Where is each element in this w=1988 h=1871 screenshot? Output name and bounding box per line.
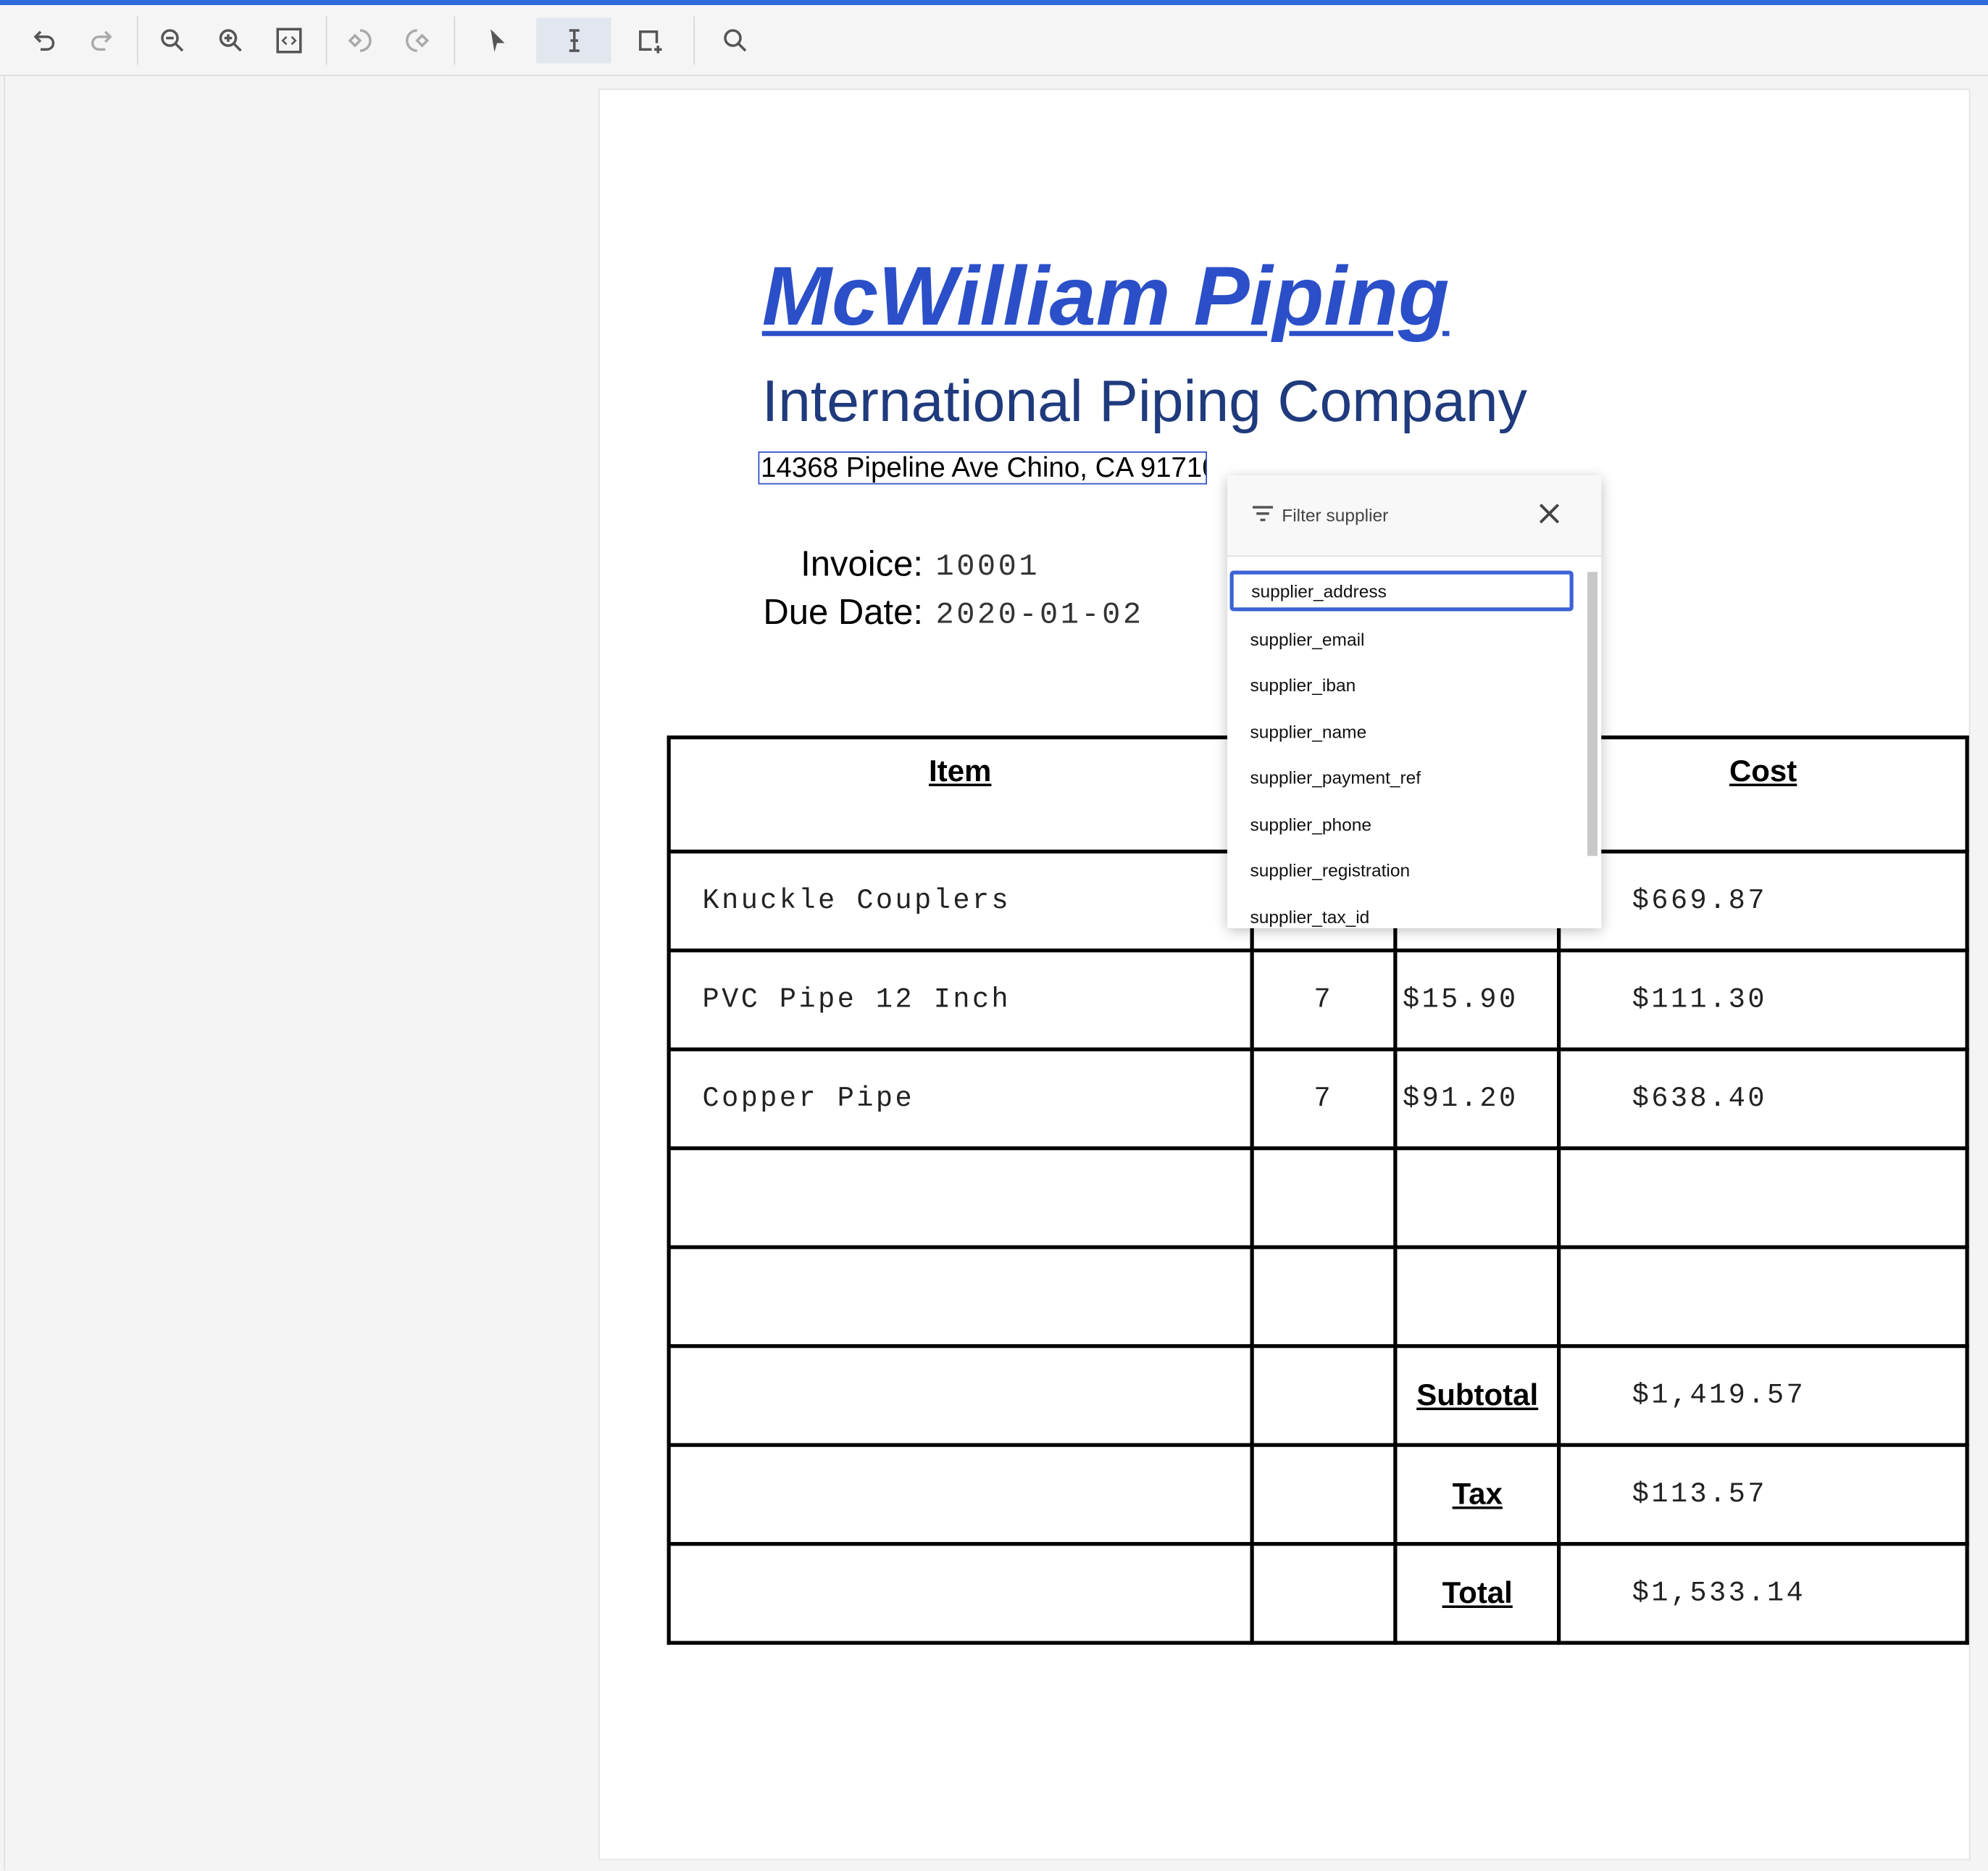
divider: [325, 16, 327, 65]
table-row: Copper Pipe 7 $91.20 $638.40: [667, 1047, 1969, 1151]
document-page: McWilliam Piping International Piping Co…: [598, 88, 1971, 1861]
item-cell: [667, 1245, 1253, 1349]
panel-divider: [4, 76, 5, 1871]
text-select-tool-button[interactable]: [536, 17, 611, 64]
cost-cell: [1557, 1146, 1969, 1249]
price-cell: [1393, 1245, 1561, 1349]
zoom-in-button[interactable]: [209, 18, 253, 64]
undo-icon: [33, 30, 55, 51]
tax-value: $113.57: [1557, 1443, 1969, 1546]
tax-row: Tax $113.57: [667, 1443, 1969, 1546]
cost-cell: $638.40: [1557, 1047, 1969, 1151]
pointer-icon: [490, 29, 505, 52]
total-label: Total: [1393, 1542, 1561, 1645]
total-row: Total $1,533.14: [667, 1542, 1969, 1645]
option-supplier-phone[interactable]: supplier_phone: [1250, 814, 1372, 835]
fit-page-button[interactable]: [267, 18, 311, 64]
cost-cell: $669.87: [1557, 849, 1969, 953]
item-cell: Copper Pipe: [667, 1047, 1253, 1151]
fit-page-icon: [276, 28, 302, 54]
due-date-label: Due Date:: [763, 592, 923, 632]
empty-cell: [667, 1542, 1253, 1645]
add-box-icon: [639, 30, 662, 54]
qty-cell: [1249, 1146, 1398, 1249]
popup-scrollbar[interactable]: [1587, 572, 1598, 857]
option-supplier-address[interactable]: supplier_address: [1229, 570, 1574, 612]
address-text-selection[interactable]: 14368 Pipeline Ave Chino, CA 91710: [758, 451, 1207, 485]
tax-label: Tax: [1393, 1443, 1561, 1546]
redo-button[interactable]: [80, 18, 123, 64]
empty-cell: [667, 1443, 1253, 1546]
option-supplier-registration[interactable]: supplier_registration: [1250, 859, 1411, 880]
divider: [693, 16, 695, 65]
empty-cell: [1249, 1443, 1398, 1546]
subtotal-value: $1,419.57: [1557, 1344, 1969, 1447]
header-cost: Cost: [1557, 736, 1969, 854]
rotate-right-icon: [406, 29, 430, 52]
price-cell: $15.90: [1393, 949, 1561, 1051]
divider: [137, 16, 138, 65]
company-title: McWilliam Piping: [761, 249, 1450, 343]
table-row: PVC Pipe 12 Inch 7 $15.90 $111.30: [667, 949, 1969, 1051]
option-supplier-name[interactable]: supplier_name: [1250, 721, 1367, 742]
zoom-in-icon: [219, 29, 242, 52]
total-value: $1,533.14: [1557, 1542, 1969, 1645]
pointer-tool-button[interactable]: [475, 18, 519, 64]
qty-cell: 7: [1249, 949, 1398, 1051]
option-supplier-email[interactable]: supplier_email: [1250, 629, 1365, 649]
zoom-out-button[interactable]: [151, 18, 194, 64]
table-row: [667, 1146, 1969, 1249]
filter-supplier-popup: Filter supplier supplier_address supplie…: [1227, 475, 1602, 928]
qty-cell: [1249, 1245, 1398, 1349]
toolbar: [0, 5, 1988, 76]
undo-button[interactable]: [23, 18, 67, 64]
rotate-left-button[interactable]: [338, 18, 382, 64]
price-cell: [1393, 1146, 1561, 1249]
search-icon: [724, 29, 747, 52]
company-subtitle: International Piping Company: [761, 367, 1527, 434]
close-icon[interactable]: [1538, 502, 1561, 525]
invoice-label: Invoice:: [801, 543, 923, 583]
option-supplier-iban[interactable]: supplier_iban: [1250, 675, 1356, 695]
redo-icon: [91, 30, 112, 51]
cost-cell: [1557, 1245, 1969, 1349]
popup-title: Filter supplier: [1282, 504, 1389, 525]
due-date-value: 2020-01-02: [935, 599, 1144, 633]
add-box-tool-button[interactable]: [627, 18, 671, 64]
option-supplier-tax-id[interactable]: supplier_tax_id: [1250, 907, 1370, 928]
header-item: Item: [667, 736, 1253, 854]
search-button[interactable]: [714, 18, 757, 64]
item-cell: Knuckle Couplers: [667, 849, 1253, 953]
top-accent-bar: [0, 0, 1988, 5]
invoice-table: Item Cost Knuckle Couplers $669.87 PVC Pi…: [667, 736, 1969, 1645]
subtotal-label: Subtotal: [1393, 1344, 1561, 1447]
subtotal-row: Subtotal $1,419.57: [667, 1344, 1969, 1447]
empty-cell: [667, 1344, 1253, 1447]
qty-cell: 7: [1249, 1047, 1398, 1151]
price-cell: $91.20: [1393, 1047, 1561, 1151]
empty-cell: [1249, 1344, 1398, 1447]
item-cell: [667, 1146, 1253, 1249]
cost-cell: $111.30: [1557, 949, 1969, 1051]
text-select-icon: [568, 29, 579, 52]
zoom-out-icon: [161, 29, 184, 52]
option-supplier-payment-ref[interactable]: supplier_payment_ref: [1250, 767, 1421, 788]
empty-cell: [1249, 1542, 1398, 1645]
rotate-left-icon: [348, 29, 372, 52]
filter-icon: [1253, 506, 1273, 522]
invoice-value: 10001: [935, 550, 1040, 585]
table-row: [667, 1245, 1969, 1349]
popup-header: Filter supplier: [1227, 475, 1602, 557]
item-cell: PVC Pipe 12 Inch: [667, 949, 1253, 1051]
rotate-right-button[interactable]: [396, 18, 439, 64]
divider: [454, 16, 456, 65]
